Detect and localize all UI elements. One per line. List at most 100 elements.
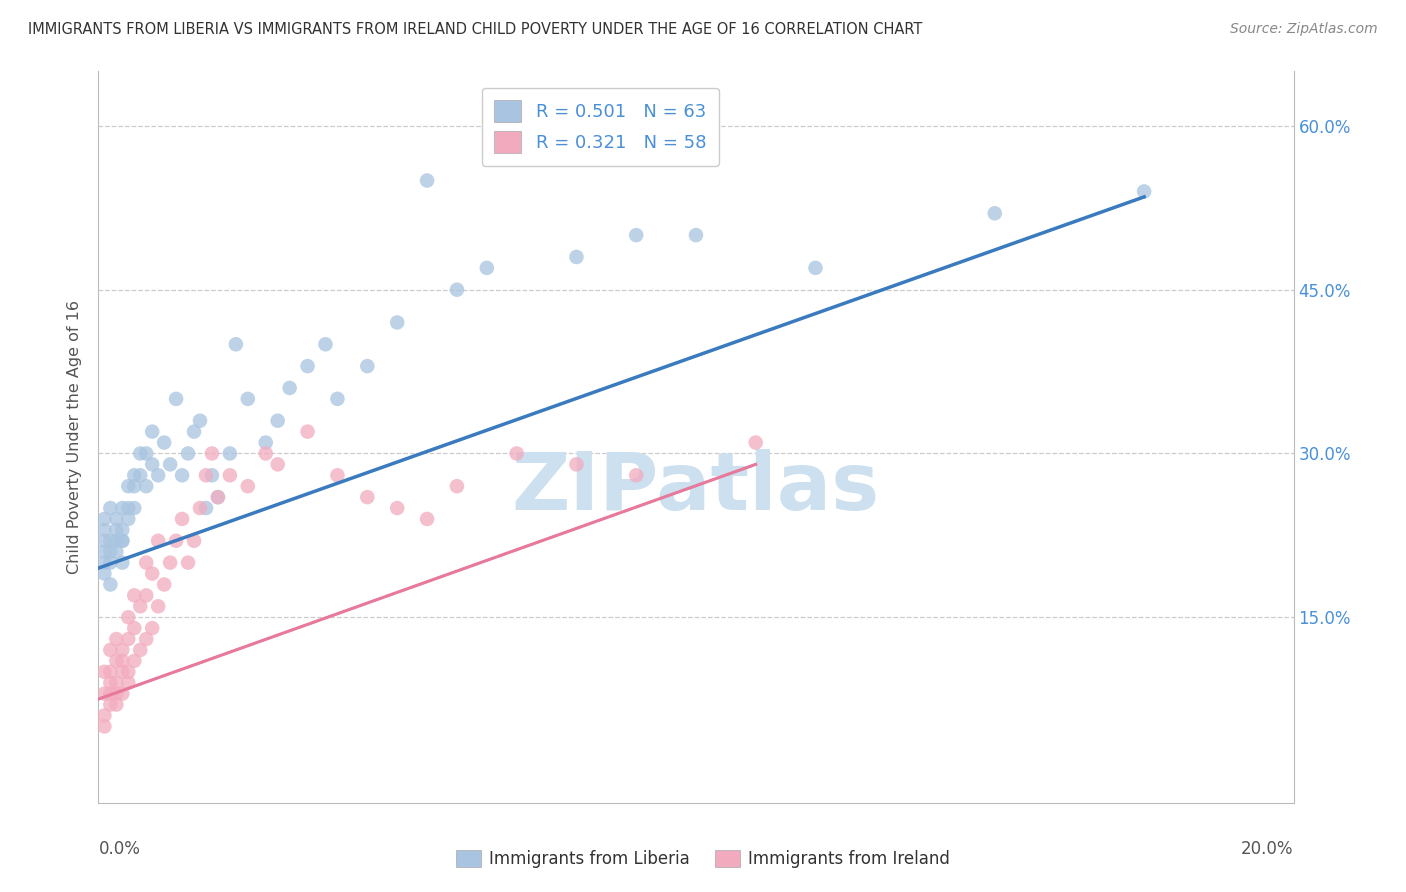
Point — [105, 698, 128, 712]
Point — [93, 719, 115, 733]
Point — [172, 512, 194, 526]
Point — [93, 523, 115, 537]
Point — [111, 533, 134, 548]
Point — [129, 468, 152, 483]
Point — [565, 250, 588, 264]
Point — [254, 435, 277, 450]
Point — [93, 545, 115, 559]
Point — [236, 479, 259, 493]
Point — [385, 501, 409, 516]
Point — [111, 533, 134, 548]
Point — [446, 479, 468, 493]
Point — [148, 468, 170, 483]
Point — [183, 425, 205, 439]
Point — [93, 533, 115, 548]
Point — [105, 654, 128, 668]
Point — [100, 533, 122, 548]
Point — [117, 479, 139, 493]
Point — [153, 435, 176, 450]
Point — [326, 392, 349, 406]
Point — [297, 359, 319, 373]
Point — [685, 228, 707, 243]
Point — [219, 468, 242, 483]
Point — [111, 654, 134, 668]
Point — [326, 468, 349, 483]
Point — [141, 566, 163, 581]
Point — [165, 533, 187, 548]
Point — [124, 621, 146, 635]
Point — [153, 577, 176, 591]
Point — [626, 228, 648, 243]
Point — [105, 512, 128, 526]
Point — [1133, 185, 1156, 199]
Point — [984, 206, 1007, 220]
Point — [124, 468, 146, 483]
Point — [195, 501, 218, 516]
Point — [135, 588, 157, 602]
Point — [93, 708, 115, 723]
Point — [254, 446, 277, 460]
Point — [117, 675, 139, 690]
Point — [124, 479, 146, 493]
Point — [141, 425, 163, 439]
Point — [93, 687, 115, 701]
Point — [100, 665, 122, 679]
Point — [626, 468, 648, 483]
Point — [105, 533, 128, 548]
Point — [117, 632, 139, 646]
Point — [124, 654, 146, 668]
Point — [446, 283, 468, 297]
Point — [188, 501, 211, 516]
Point — [100, 643, 122, 657]
Point — [207, 490, 229, 504]
Point — [135, 479, 157, 493]
Point — [267, 458, 290, 472]
Point — [315, 337, 337, 351]
Point — [100, 577, 122, 591]
Point — [297, 425, 319, 439]
Point — [111, 523, 134, 537]
Point — [385, 315, 409, 329]
Text: 0.0%: 0.0% — [98, 840, 141, 858]
Point — [117, 610, 139, 624]
Point — [135, 446, 157, 460]
Point — [356, 490, 378, 504]
Point — [148, 599, 170, 614]
Point — [165, 392, 187, 406]
Point — [745, 435, 768, 450]
Point — [236, 392, 259, 406]
Point — [105, 545, 128, 559]
Point — [804, 260, 827, 275]
Point — [135, 632, 157, 646]
Y-axis label: Child Poverty Under the Age of 16: Child Poverty Under the Age of 16 — [67, 300, 83, 574]
Point — [111, 501, 134, 516]
Legend: Immigrants from Liberia, Immigrants from Ireland: Immigrants from Liberia, Immigrants from… — [449, 843, 957, 875]
Point — [105, 675, 128, 690]
Point — [93, 566, 115, 581]
Point — [105, 523, 128, 537]
Point — [195, 468, 218, 483]
Point — [129, 599, 152, 614]
Point — [416, 173, 439, 187]
Text: 20.0%: 20.0% — [1241, 840, 1294, 858]
Point — [172, 468, 194, 483]
Point — [117, 665, 139, 679]
Text: ZIPatlas: ZIPatlas — [512, 450, 880, 527]
Point — [105, 687, 128, 701]
Point — [148, 533, 170, 548]
Point — [278, 381, 301, 395]
Point — [267, 414, 290, 428]
Point — [565, 458, 588, 472]
Point — [93, 512, 115, 526]
Point — [93, 556, 115, 570]
Text: Source: ZipAtlas.com: Source: ZipAtlas.com — [1230, 22, 1378, 37]
Point — [124, 501, 146, 516]
Point — [159, 556, 181, 570]
Point — [111, 643, 134, 657]
Point — [111, 556, 134, 570]
Legend: R = 0.501   N = 63, R = 0.321   N = 58: R = 0.501 N = 63, R = 0.321 N = 58 — [482, 87, 718, 166]
Point — [100, 556, 122, 570]
Point — [117, 501, 139, 516]
Point — [201, 446, 224, 460]
Point — [207, 490, 229, 504]
